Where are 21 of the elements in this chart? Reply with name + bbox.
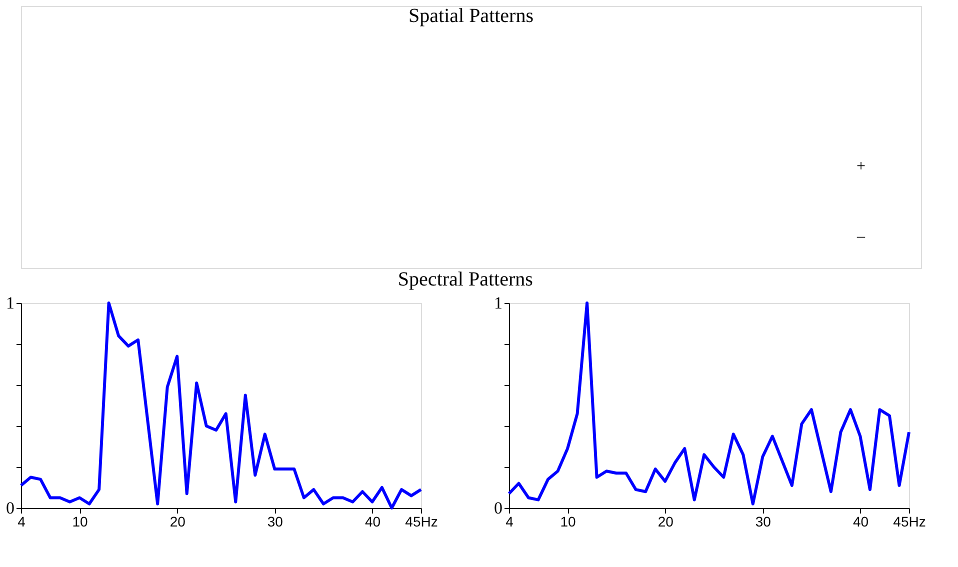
text: Spectral Patterns [398, 268, 534, 290]
text: – [856, 228, 866, 245]
text: + [856, 158, 866, 175]
text: Spatial Patterns [408, 5, 534, 27]
line-series [508, 302, 910, 506]
x-tick-label: 30 [267, 514, 284, 530]
x-tick-label: 10 [72, 514, 88, 530]
x-tick-label: 45Hz [405, 514, 438, 530]
y-tick-label: 0 [494, 498, 502, 518]
x-tick-label: 20 [658, 514, 674, 530]
x-tick-label: 4 [18, 514, 26, 530]
x-tick-label: 4 [506, 514, 514, 530]
y-tick-label: 0 [6, 498, 14, 518]
x-tick-label: 30 [755, 514, 772, 530]
x-tick-label: 20 [170, 514, 186, 530]
x-tick-label: 45Hz [893, 514, 926, 530]
x-tick-label: 40 [364, 514, 381, 530]
x-tick-label: 40 [852, 514, 869, 530]
x-tick-label: 10 [560, 514, 576, 530]
y-tick-label: 1 [6, 294, 14, 312]
y-tick-label: 1 [494, 294, 502, 312]
